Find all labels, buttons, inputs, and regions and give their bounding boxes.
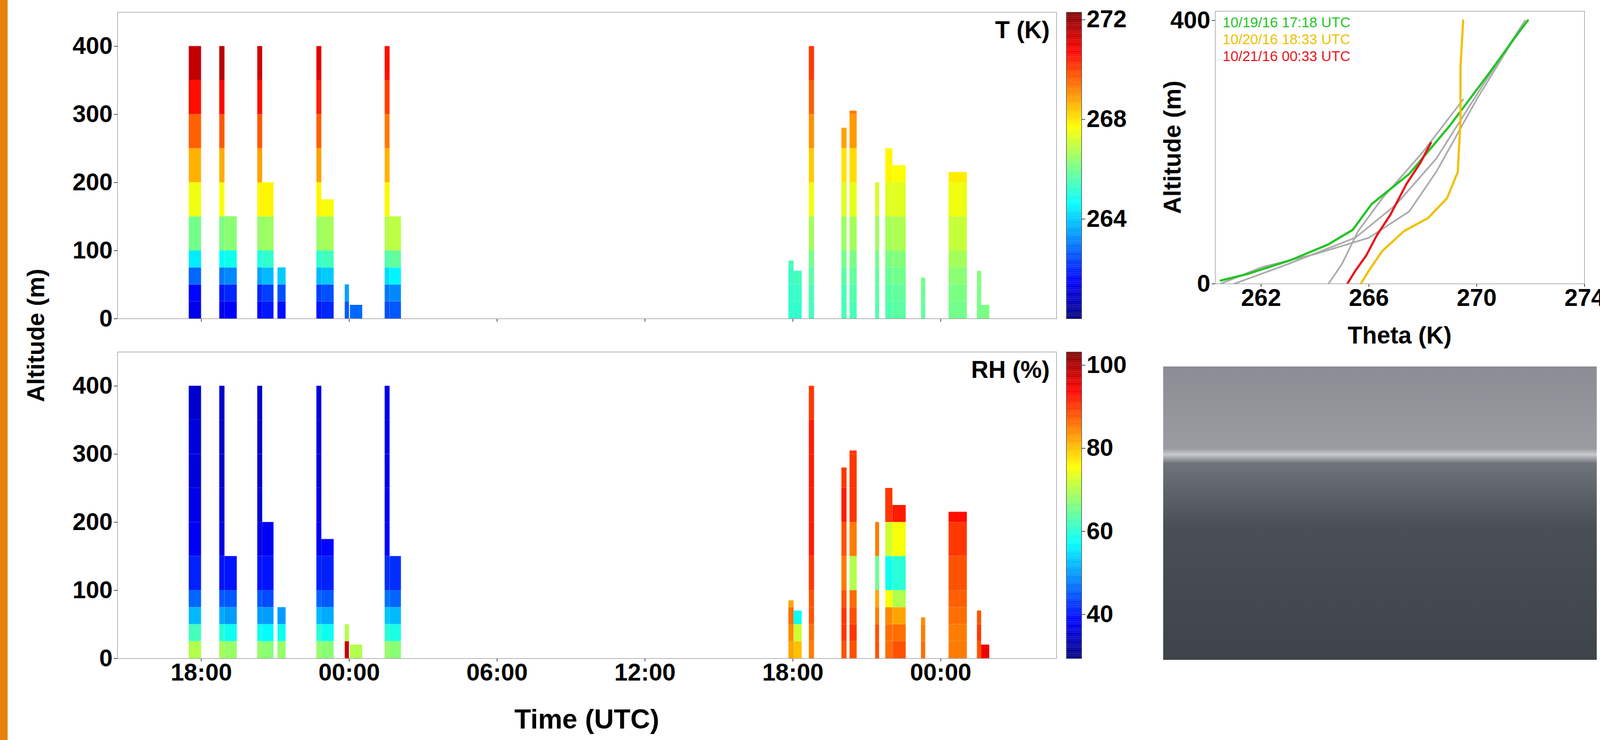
svg-text:400: 400	[72, 371, 113, 399]
svg-text:400: 400	[72, 32, 113, 59]
html-text:Time (UTC): Time (UTC)	[514, 704, 660, 735]
svg-text:300: 300	[72, 440, 113, 467]
svg-text:12:00: 12:00	[614, 658, 676, 686]
html-text:10/21/16 00:33 UTC: 10/21/16 00:33 UTC	[1222, 47, 1351, 65]
svg-text:264: 264	[1086, 205, 1128, 232]
svg-text:0: 0	[99, 304, 113, 332]
html-text:10/19/16 17:18 UTC: 10/19/16 17:18 UTC	[1222, 14, 1351, 31]
svg-text:18:00: 18:00	[170, 658, 233, 686]
svg-text:272: 272	[1086, 5, 1127, 33]
svg-text:06:00: 06:00	[466, 658, 528, 686]
svg-text:268: 268	[1086, 105, 1127, 132]
html-text:Altitude (m): Altitude (m)	[1158, 80, 1186, 214]
svg-text:0: 0	[99, 644, 113, 672]
svg-text:100: 100	[1086, 351, 1127, 378]
svg-text:80: 80	[1086, 434, 1114, 461]
svg-text:262: 262	[1241, 284, 1281, 311]
svg-text:200: 200	[72, 168, 113, 196]
html-text:RH (%): RH (%)	[971, 356, 1050, 383]
svg-text:400: 400	[1170, 5, 1211, 33]
svg-text:18:00: 18:00	[762, 658, 824, 686]
svg-text:300: 300	[72, 100, 113, 128]
html-text:Altitude (m): Altitude (m)	[22, 268, 50, 403]
svg-text:274: 274	[1564, 284, 1600, 311]
html-text:Theta (K): Theta (K)	[1347, 321, 1452, 349]
svg-text:00:00: 00:00	[318, 658, 381, 686]
svg-text:200: 200	[72, 508, 113, 535]
html-text:T (K): T (K)	[995, 16, 1050, 44]
svg-text:100: 100	[72, 576, 113, 604]
svg-text:270: 270	[1456, 284, 1497, 311]
svg-text:40: 40	[1086, 600, 1114, 628]
svg-text:00:00: 00:00	[910, 658, 972, 686]
svg-text:60: 60	[1086, 517, 1114, 545]
html-text:10/20/16 18:33 UTC: 10/20/16 18:33 UTC	[1222, 31, 1351, 48]
svg-text:100: 100	[72, 236, 113, 264]
svg-text:266: 266	[1348, 284, 1389, 311]
svg-text:0: 0	[1197, 269, 1211, 297]
